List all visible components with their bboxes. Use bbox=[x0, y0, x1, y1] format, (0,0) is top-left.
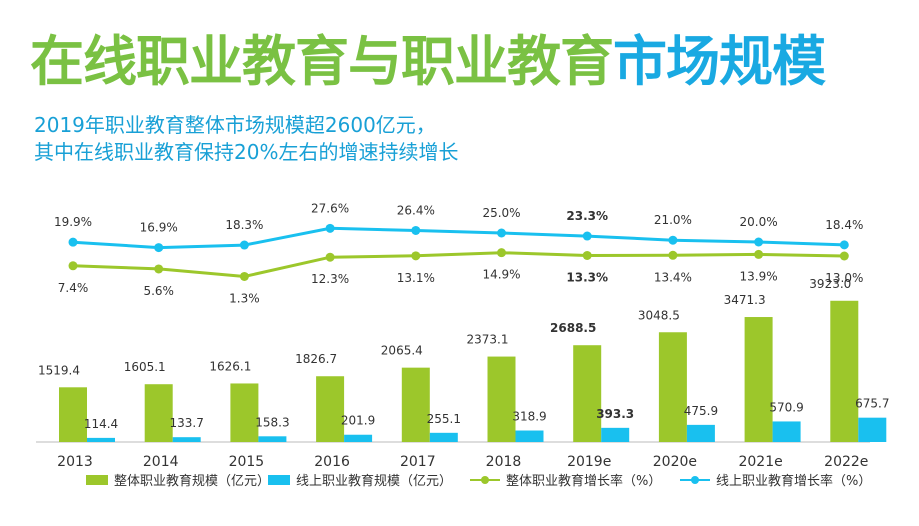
bar-online-2015 bbox=[258, 436, 287, 442]
bar-online-2018 bbox=[515, 430, 544, 442]
point-online-growth-2020e bbox=[668, 235, 678, 245]
point-label-online-growth-2017: 26.4% bbox=[397, 203, 435, 217]
point-label-online-growth-2021e: 20.0% bbox=[740, 215, 778, 229]
bar-label-overall-2018: 2373.1 bbox=[467, 333, 509, 347]
bar-label-online-2014: 133.7 bbox=[170, 416, 204, 430]
bar-label-overall-2020e: 3048.5 bbox=[638, 308, 680, 322]
bar-overall-2019e bbox=[573, 345, 602, 442]
point-overall-growth-2015 bbox=[239, 271, 249, 281]
line-overall-growth bbox=[72, 251, 845, 279]
point-online-growth-2014 bbox=[154, 243, 164, 253]
x-tick-label-2017: 2017 bbox=[400, 454, 436, 470]
title-blue-part: 市场规模 bbox=[613, 30, 826, 93]
x-tick-label-2019e: 2019e bbox=[567, 454, 611, 470]
bar-label-online-2018: 318.9 bbox=[512, 410, 546, 424]
point-online-growth-2019e bbox=[582, 231, 592, 241]
bar-online-2016 bbox=[344, 434, 373, 442]
bar-overall-2022e bbox=[830, 300, 859, 442]
x-tick-label-2018: 2018 bbox=[486, 454, 522, 470]
point-label-overall-growth-2021e: 13.9% bbox=[740, 269, 778, 283]
bar-label-overall-2021e: 3471.3 bbox=[724, 293, 766, 307]
bar-label-online-2013: 114.4 bbox=[84, 417, 118, 431]
point-overall-growth-2016 bbox=[325, 252, 335, 262]
bar-overall-2014 bbox=[144, 384, 173, 442]
point-label-online-growth-2018: 25.0% bbox=[482, 206, 520, 220]
point-label-online-growth-2022e: 18.4% bbox=[825, 218, 863, 232]
bar-online-2022e bbox=[858, 417, 887, 442]
point-online-growth-2016 bbox=[325, 223, 335, 233]
x-tick-label-2014: 2014 bbox=[143, 454, 179, 470]
bar-label-overall-2014: 1605.1 bbox=[124, 360, 166, 374]
point-label-overall-growth-2020e: 13.4% bbox=[654, 270, 692, 284]
bar-online-2014 bbox=[172, 437, 201, 442]
bar-label-overall-2022e: 3923.0 bbox=[809, 277, 851, 291]
point-label-overall-growth-2016: 12.3% bbox=[311, 272, 349, 286]
point-overall-growth-2014 bbox=[154, 264, 164, 274]
point-online-growth-2015 bbox=[239, 240, 249, 250]
bar-label-online-2016: 201.9 bbox=[341, 414, 375, 428]
point-online-growth-2018 bbox=[497, 228, 506, 238]
page-title: 在线职业教育与职业教育市场规模 bbox=[30, 30, 826, 94]
point-overall-growth-2017 bbox=[411, 251, 421, 261]
point-online-growth-2021e bbox=[754, 237, 764, 247]
bar-overall-2021e bbox=[744, 317, 773, 442]
point-label-overall-growth-2019e: 13.3% bbox=[566, 270, 608, 284]
bar-label-overall-2016: 1826.7 bbox=[295, 352, 337, 366]
line-online-growth bbox=[72, 226, 845, 250]
bar-overall-2020e bbox=[658, 332, 687, 442]
x-tick-label-2020e: 2020e bbox=[653, 454, 697, 470]
subtitle-line-2: 其中在线职业教育保持20%左右的增速持续增长 bbox=[34, 140, 459, 164]
point-overall-growth-2020e bbox=[668, 250, 678, 260]
point-overall-growth-2022e bbox=[839, 251, 849, 261]
bar-label-online-2022e: 675.7 bbox=[855, 397, 889, 411]
bar-online-2019e bbox=[601, 427, 630, 442]
bar-overall-2015 bbox=[230, 383, 259, 442]
point-online-growth-2013 bbox=[68, 237, 78, 247]
bar-label-overall-2017: 2065.4 bbox=[381, 344, 423, 358]
bar-label-online-2020e: 475.9 bbox=[684, 404, 718, 418]
title-green-part: 在线职业教育与职业教育 bbox=[30, 30, 614, 93]
bar-overall-2013 bbox=[59, 387, 87, 442]
point-label-online-growth-2015: 18.3% bbox=[225, 218, 263, 232]
x-tick-label-2021e: 2021e bbox=[738, 454, 782, 470]
subtitle-line-1: 2019年职业教育整体市场规模超2600亿元， bbox=[34, 113, 436, 137]
bar-label-online-2015: 158.3 bbox=[255, 415, 289, 429]
point-label-overall-growth-2015: 1.3% bbox=[229, 291, 260, 305]
x-tick-label-2013: 2013 bbox=[57, 454, 93, 470]
point-label-overall-growth-2017: 13.1% bbox=[397, 271, 435, 285]
point-overall-growth-2013 bbox=[68, 261, 78, 271]
bar-overall-2018 bbox=[487, 356, 516, 442]
point-label-overall-growth-2014: 5.6% bbox=[143, 284, 174, 298]
x-tick-label-2016: 2016 bbox=[314, 454, 350, 470]
bar-label-overall-2013: 1519.4 bbox=[38, 363, 80, 377]
bar-online-2017 bbox=[429, 432, 458, 442]
point-online-growth-2022e bbox=[839, 240, 849, 250]
point-label-online-growth-2016: 27.6% bbox=[311, 201, 349, 215]
point-label-online-growth-2020e: 21.0% bbox=[654, 213, 692, 227]
bar-overall-2017 bbox=[401, 367, 430, 442]
bar-overall-2016 bbox=[316, 376, 345, 442]
point-overall-growth-2018 bbox=[497, 248, 506, 258]
point-label-overall-growth-2018: 14.9% bbox=[482, 268, 520, 282]
point-overall-growth-2019e bbox=[582, 250, 592, 260]
bar-label-overall-2019e: 2688.5 bbox=[550, 321, 596, 335]
x-tick-label-2022e: 2022e bbox=[824, 454, 868, 470]
bar-label-overall-2015: 1626.1 bbox=[209, 359, 251, 373]
point-overall-growth-2021e bbox=[754, 249, 764, 259]
point-label-online-growth-2019e: 23.3% bbox=[566, 209, 608, 223]
subtitle: 2019年职业教育整体市场规模超2600亿元， 其中在线职业教育保持20%左右的… bbox=[34, 112, 458, 166]
point-online-growth-2017 bbox=[411, 225, 421, 235]
bar-online-2021e bbox=[772, 421, 801, 442]
bar-online-2020e bbox=[686, 424, 715, 442]
point-label-online-growth-2013: 19.9% bbox=[54, 215, 92, 229]
point-label-overall-growth-2022e: 13.0% bbox=[825, 271, 863, 285]
bar-label-online-2019e: 393.3 bbox=[596, 407, 634, 421]
point-label-online-growth-2014: 16.9% bbox=[140, 221, 178, 235]
bar-label-online-2021e: 570.9 bbox=[769, 400, 803, 414]
bar-label-online-2017: 255.1 bbox=[427, 412, 461, 426]
bar-online-2013 bbox=[87, 437, 115, 442]
x-tick-label-2015: 2015 bbox=[229, 454, 265, 470]
point-label-overall-growth-2013: 7.4% bbox=[58, 281, 89, 295]
